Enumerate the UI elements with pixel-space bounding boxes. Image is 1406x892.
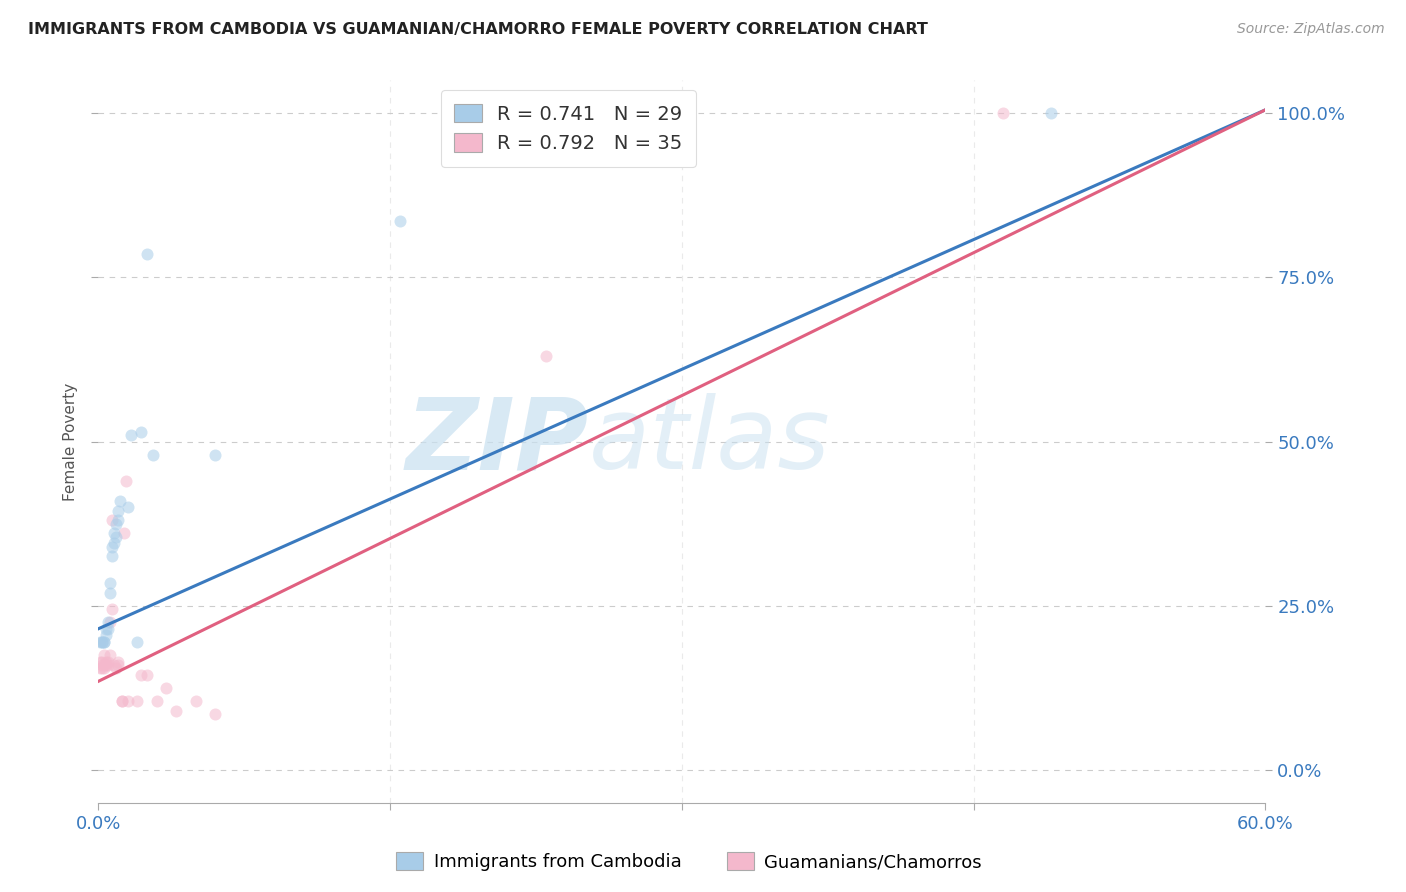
Point bbox=[89, 635, 111, 649]
Y-axis label: Female Poverty: Female Poverty bbox=[63, 383, 79, 500]
Point bbox=[127, 694, 149, 708]
Point bbox=[184, 694, 207, 708]
Point bbox=[991, 106, 1014, 120]
Point bbox=[98, 648, 121, 662]
Point bbox=[97, 655, 120, 669]
Text: atlas: atlas bbox=[589, 393, 830, 490]
Point bbox=[108, 493, 131, 508]
Point bbox=[96, 628, 118, 642]
Point bbox=[103, 526, 125, 541]
Point bbox=[91, 635, 114, 649]
Point bbox=[101, 513, 124, 527]
Point bbox=[91, 655, 114, 669]
Point bbox=[136, 667, 159, 681]
Point bbox=[96, 657, 118, 672]
Point bbox=[98, 615, 121, 630]
Point bbox=[103, 536, 125, 550]
Legend: Immigrants from Cambodia, Guamanians/Chamorros: Immigrants from Cambodia, Guamanians/Cha… bbox=[388, 846, 990, 879]
Point bbox=[91, 635, 114, 649]
Point bbox=[112, 526, 135, 541]
Point bbox=[114, 474, 136, 488]
Point bbox=[93, 635, 115, 649]
Point bbox=[104, 661, 127, 675]
Point bbox=[101, 549, 124, 564]
Point bbox=[107, 657, 129, 672]
Point bbox=[204, 448, 226, 462]
Point bbox=[117, 500, 139, 515]
Point bbox=[98, 575, 121, 590]
Point bbox=[534, 349, 557, 363]
Point bbox=[93, 657, 115, 672]
Point bbox=[96, 655, 118, 669]
Point bbox=[93, 661, 115, 675]
Point bbox=[101, 540, 124, 554]
Point bbox=[111, 694, 134, 708]
Point bbox=[129, 667, 152, 681]
Point bbox=[142, 448, 165, 462]
Point bbox=[93, 635, 115, 649]
Point bbox=[136, 247, 159, 261]
Point bbox=[111, 694, 134, 708]
Point bbox=[97, 622, 120, 636]
Point bbox=[104, 530, 127, 544]
Point bbox=[107, 513, 129, 527]
Point bbox=[107, 655, 129, 669]
Point bbox=[117, 694, 139, 708]
Point bbox=[98, 585, 121, 599]
Point bbox=[91, 661, 114, 675]
Point bbox=[146, 694, 169, 708]
Point bbox=[1040, 106, 1063, 120]
Point bbox=[97, 615, 120, 630]
Point bbox=[89, 661, 111, 675]
Point bbox=[204, 707, 226, 722]
Point bbox=[104, 516, 127, 531]
Point bbox=[91, 657, 114, 672]
Text: IMMIGRANTS FROM CAMBODIA VS GUAMANIAN/CHAMORRO FEMALE POVERTY CORRELATION CHART: IMMIGRANTS FROM CAMBODIA VS GUAMANIAN/CH… bbox=[28, 22, 928, 37]
Text: Source: ZipAtlas.com: Source: ZipAtlas.com bbox=[1237, 22, 1385, 37]
Text: ZIP: ZIP bbox=[405, 393, 589, 490]
Point bbox=[89, 655, 111, 669]
Point bbox=[93, 648, 115, 662]
Point bbox=[121, 428, 143, 442]
Point bbox=[96, 622, 118, 636]
Point bbox=[127, 635, 149, 649]
Point bbox=[165, 704, 187, 718]
Point bbox=[388, 214, 411, 228]
Point bbox=[155, 681, 177, 695]
Point bbox=[103, 657, 125, 672]
Point bbox=[101, 602, 124, 616]
Point bbox=[129, 425, 152, 439]
Point bbox=[107, 503, 129, 517]
Point bbox=[97, 657, 120, 672]
Legend: R = 0.741   N = 29, R = 0.792   N = 35: R = 0.741 N = 29, R = 0.792 N = 35 bbox=[440, 90, 696, 167]
